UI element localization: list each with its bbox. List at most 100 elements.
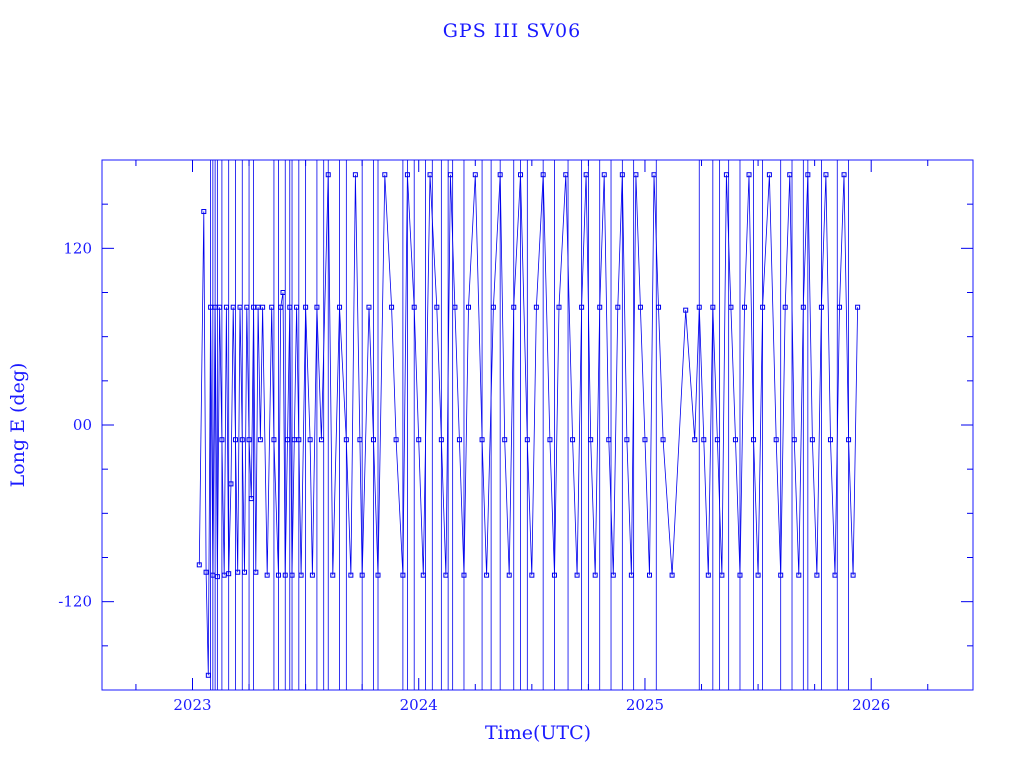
data-point	[692, 437, 698, 443]
data-point	[357, 437, 363, 443]
data-point	[533, 304, 539, 310]
x-tick-label: 2026	[852, 696, 890, 714]
data-point	[660, 437, 666, 443]
data-point	[646, 572, 652, 578]
data-point	[427, 172, 433, 178]
data-point	[271, 437, 277, 443]
data-point	[260, 304, 266, 310]
chart-title: GPS III SV06	[443, 20, 582, 42]
data-point	[359, 572, 365, 578]
data-point	[583, 172, 589, 178]
data-point	[230, 304, 236, 310]
data-point	[601, 172, 607, 178]
data-point	[787, 172, 793, 178]
data-point	[490, 304, 496, 310]
data-point	[246, 437, 252, 443]
data-point	[472, 172, 478, 178]
data-point	[465, 304, 471, 310]
data-point	[291, 437, 297, 443]
data-point	[766, 172, 772, 178]
data-point	[719, 572, 725, 578]
y-axis: -120 00 120	[58, 203, 973, 647]
data-point	[289, 572, 295, 578]
data-point	[669, 572, 675, 578]
data-point	[343, 437, 349, 443]
data-point	[518, 172, 524, 178]
y-tick-label: -120	[58, 593, 92, 611]
data-point	[778, 572, 784, 578]
data-point	[219, 437, 225, 443]
data-point	[285, 437, 291, 443]
data-point	[579, 304, 585, 310]
data-point	[651, 172, 657, 178]
data-point	[656, 304, 662, 310]
data-point	[841, 172, 847, 178]
data-point	[714, 437, 720, 443]
data-point	[232, 437, 238, 443]
data-point	[239, 437, 245, 443]
data-point	[610, 572, 616, 578]
data-point	[556, 304, 562, 310]
data-point	[443, 572, 449, 578]
data-point	[737, 572, 743, 578]
x-axis-label: Time(UTC)	[485, 722, 591, 744]
data-point	[832, 572, 838, 578]
data-point	[411, 304, 417, 310]
data-point	[791, 437, 797, 443]
data-point	[540, 172, 546, 178]
data-point	[307, 437, 313, 443]
x-axis: 2023 2024 2025 2026	[135, 160, 929, 714]
data-point	[511, 304, 517, 310]
data-point	[287, 304, 293, 310]
data-point	[264, 572, 270, 578]
data-point	[461, 572, 467, 578]
plot-frame	[101, 159, 974, 691]
data-point	[235, 569, 241, 575]
data-point	[400, 572, 406, 578]
data-point	[624, 437, 630, 443]
x-tick-label: 2023	[173, 696, 211, 714]
data-point	[330, 572, 336, 578]
data-point	[642, 437, 648, 443]
data-point	[696, 304, 702, 310]
data-point	[447, 172, 453, 178]
data-point	[196, 562, 202, 568]
data-point	[404, 172, 410, 178]
data-point	[337, 304, 343, 310]
data-point	[746, 172, 752, 178]
data-point	[615, 304, 621, 310]
data-point	[782, 304, 788, 310]
data-point	[251, 304, 257, 310]
data-point	[278, 304, 284, 310]
data-point	[205, 672, 211, 678]
data-point	[214, 574, 220, 580]
data-point	[597, 304, 603, 310]
data-point	[809, 437, 815, 443]
data-point	[303, 304, 309, 310]
data-point	[420, 572, 426, 578]
data-point	[298, 572, 304, 578]
data-point	[309, 572, 315, 578]
data-point	[318, 437, 324, 443]
data-point	[201, 209, 207, 215]
data-point	[723, 172, 729, 178]
data-point	[683, 307, 689, 313]
data-point	[393, 437, 399, 443]
data-point	[257, 437, 263, 443]
data-point	[242, 569, 248, 575]
data-point	[497, 172, 503, 178]
data-point	[755, 572, 761, 578]
data-point	[742, 304, 748, 310]
data-point	[570, 437, 576, 443]
data-point	[210, 572, 216, 578]
data-point	[416, 437, 422, 443]
data-point	[732, 437, 738, 443]
data-point	[484, 572, 490, 578]
series-line	[198, 174, 858, 676]
data-point	[551, 572, 557, 578]
data-point	[348, 572, 354, 578]
data-point	[434, 304, 440, 310]
data-point	[846, 437, 852, 443]
data-point	[456, 437, 462, 443]
data-point	[226, 571, 232, 577]
